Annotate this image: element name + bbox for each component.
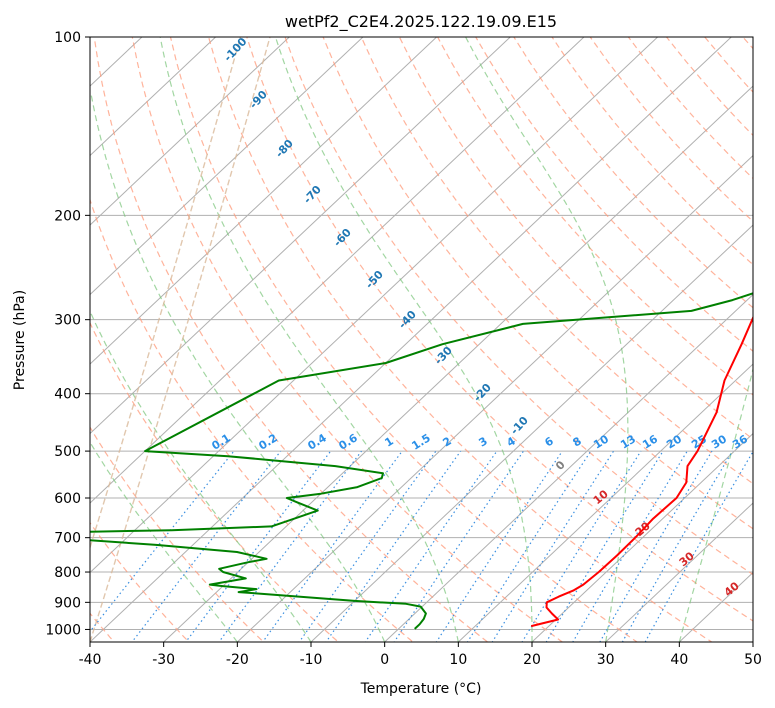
chart-title: wetPf2_C2E4.2025.122.19.09.E15 [285,12,557,32]
x-tick-label: -10 [300,652,323,668]
y-tick-label: 200 [54,208,81,224]
dry-adiabat-line [284,37,753,576]
isotherm-line [90,37,438,365]
y-tick-label: 900 [54,595,81,611]
y-tick-label: 100 [54,30,81,46]
isotherm-line [90,37,659,574]
dry-adiabat-line [437,37,753,396]
x-axis-title: Temperature (°C) [360,681,482,697]
dry-adiabat-line [90,426,265,642]
y-tick-label: 1000 [45,622,81,638]
mixing-ratio-line [364,450,498,642]
isotherm-line [604,502,753,642]
mixing-ratio-line [218,450,362,642]
dry-adiabat-line [90,197,414,642]
sounding-series [90,292,753,630]
moist-adiabat-line [678,366,753,642]
y-axis-title: Pressure (hPa) [12,290,28,390]
dry-adiabat-line [398,37,753,440]
mixing-ratio-line [466,450,592,642]
isotherm-line [90,37,364,296]
dry-adiabat-line [360,37,753,485]
mixing-ratio-line [325,450,462,642]
x-tick-label: 10 [449,652,467,668]
isotherm-line [310,224,753,642]
isotherm-line [90,37,291,226]
x-tick-label: -20 [226,652,249,668]
isotherm-line [531,432,753,642]
mixing-ratio-line [644,450,753,642]
mixing-ratio-line [90,450,235,633]
mixing-ratio-line [599,450,713,642]
y-tick-label: 600 [54,491,81,507]
y-tick-label: 700 [54,531,81,547]
background-lines [90,37,753,642]
y-axis-ticks: 100 200 300 400 500 600 700 800 900 1000 [45,30,90,638]
mixing-ratio-line [545,450,664,642]
plot-frame [89,36,754,643]
x-tick-label: 30 [597,652,615,668]
x-tick-label: 0 [380,652,389,668]
dry-adiabat-line [131,37,564,642]
tan-curve-line [90,37,271,642]
y-tick-label: 800 [54,565,81,581]
isotherm-line [90,37,733,642]
isotherm-line [383,293,753,642]
tan-curve-line [90,37,242,550]
dry-adiabat-line [169,37,639,642]
isotherm-line [90,37,217,157]
x-tick-label: 20 [523,652,541,668]
moist-adiabat-line [274,37,533,642]
moist-adiabat-line [90,441,238,642]
mixing-ratio-line [298,450,437,642]
dry-adiabat-line [208,37,713,642]
y-tick-label: 300 [54,313,81,329]
dry-adiabat-line [93,37,489,642]
y-tick-label: 500 [54,444,81,460]
x-tick-label: -30 [152,652,175,668]
dry-adiabat-line [246,37,753,622]
isotherm-line [90,37,585,504]
mixing-ratio-line [621,450,734,642]
temperature-profile-line [530,315,753,628]
moist-adiabat-line [159,37,459,642]
moist-adiabat-line [465,37,629,642]
isotherm-line [457,363,753,642]
isotherm-line [90,37,512,435]
y-tick-label: 400 [54,387,81,403]
mixing-ratio-line [131,450,282,642]
mixing-ratio-line [572,450,688,642]
dry-adiabat-line [322,37,753,530]
dewpoint-profile-line [90,292,753,630]
plot-background [90,37,753,642]
dry-adiabat-line [90,321,340,642]
isotherm-line [236,154,753,642]
x-tick-label: -40 [79,652,102,668]
x-tick-label: 50 [744,652,762,668]
x-tick-label: 40 [670,652,688,668]
x-axis-ticks: -40 -30 -20 -10 0 10 20 30 40 50 [79,642,762,668]
